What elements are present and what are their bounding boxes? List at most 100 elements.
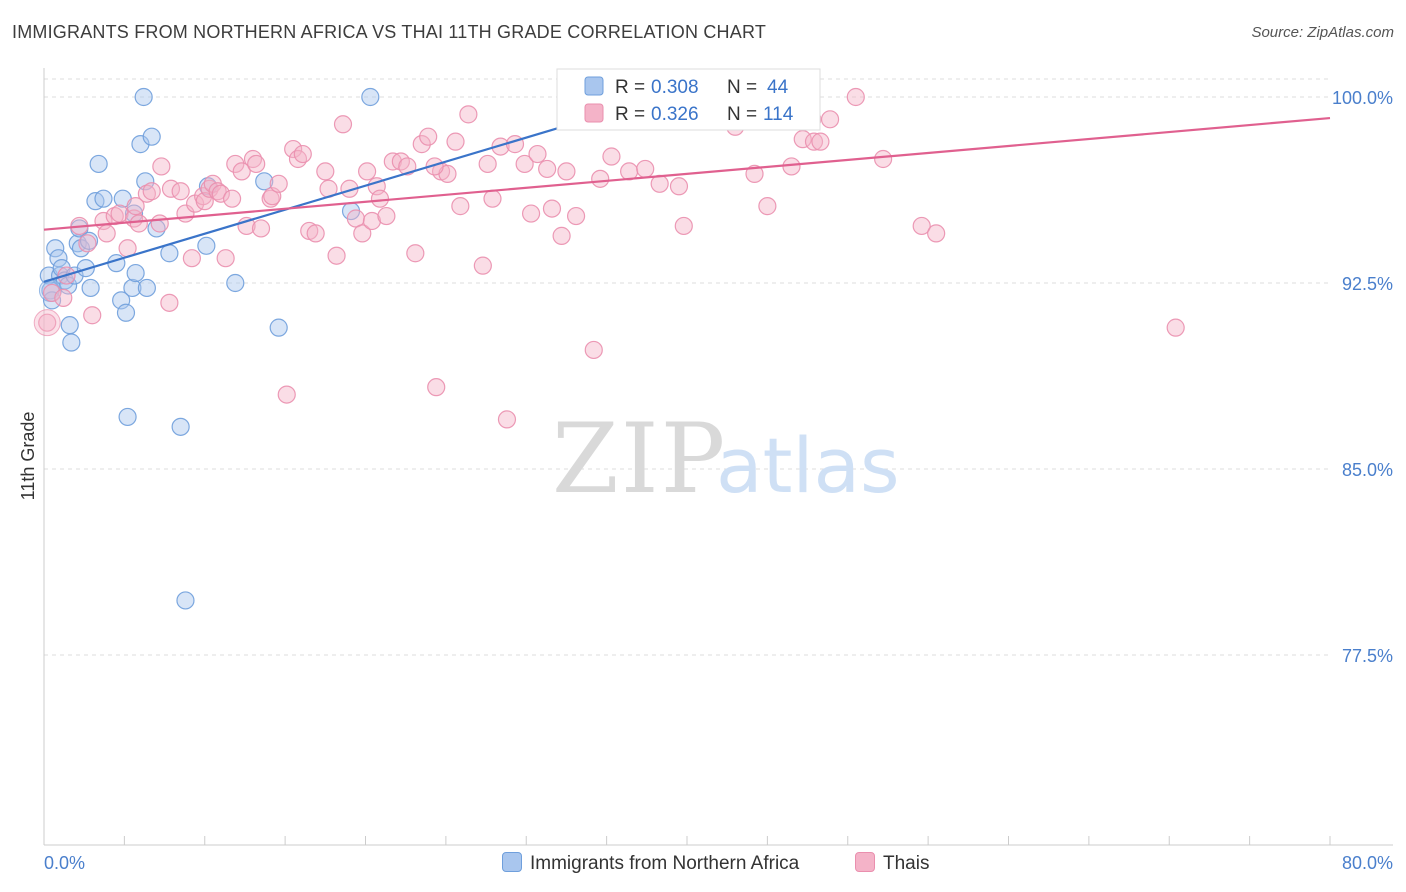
- thais-point: [316, 162, 335, 181]
- immigrants-point: [116, 303, 136, 322]
- thais-point: [451, 197, 470, 216]
- thais-point: [459, 105, 478, 124]
- immigrants-point: [118, 407, 137, 427]
- thais-point: [811, 132, 830, 151]
- thais-point: [497, 410, 517, 429]
- legend-label-immigrants: Immigrants from Northern Africa: [530, 853, 800, 874]
- immigrants-point: [60, 316, 79, 335]
- immigrants-point: [134, 87, 153, 107]
- thais-point: [1166, 318, 1185, 337]
- thais-point: [557, 162, 576, 181]
- legend-swatch-pink: [584, 103, 604, 123]
- immigrants-point: [171, 417, 190, 436]
- thais-point: [552, 226, 571, 245]
- thais-point: [222, 189, 242, 208]
- thais-point: [42, 283, 62, 303]
- legend-n-label-2: N =: [727, 104, 762, 125]
- source-label: Source: ZipAtlas.com: [1251, 24, 1394, 41]
- legend-r-label-1: R =: [615, 77, 650, 98]
- legend-r-value-2: 0.326: [651, 104, 699, 125]
- immigrants-point: [197, 236, 216, 255]
- immigrants-point: [94, 189, 113, 208]
- thais-point: [251, 219, 271, 238]
- thais-point: [602, 147, 621, 166]
- thais-point: [483, 189, 502, 208]
- thais-point: [674, 216, 693, 236]
- thais-point: [243, 149, 263, 169]
- thais-point: [377, 206, 396, 226]
- y-tick-label: 92.5%: [1342, 274, 1393, 294]
- legend-swatch-thais: [855, 852, 875, 872]
- thais-point: [398, 157, 417, 176]
- thais-point: [912, 216, 931, 236]
- series-legend: Immigrants from Northern Africa Thais: [0, 850, 1406, 880]
- thais-point: [247, 154, 266, 174]
- thais-point: [126, 197, 145, 216]
- thais-point: [362, 211, 382, 231]
- thais-point: [636, 159, 655, 179]
- immigrants-point: [89, 154, 108, 174]
- thais-point: [211, 184, 230, 203]
- thais-point: [538, 159, 557, 179]
- y-tick-label: 77.5%: [1342, 646, 1393, 666]
- legend-label-thais: Thais: [883, 853, 930, 874]
- thais-point: [129, 214, 148, 233]
- immigrants-point: [361, 87, 380, 107]
- legend-item-thais[interactable]: Thais: [855, 852, 929, 875]
- thais-point: [782, 157, 801, 176]
- immigrants-point: [62, 333, 81, 352]
- thais-point: [758, 197, 777, 216]
- thais-point: [927, 224, 946, 243]
- watermark-zip: ZIP: [552, 403, 727, 515]
- immigrants-point: [46, 239, 65, 258]
- legend-swatch-immigrants: [502, 852, 522, 872]
- thais-point: [288, 149, 308, 169]
- immigrants-point: [126, 263, 145, 283]
- thais-point: [142, 182, 161, 201]
- immigrants-point: [107, 254, 126, 273]
- thais-point: [182, 249, 201, 268]
- thais-point: [269, 174, 288, 193]
- x-tick-label-max: 80.0%: [1342, 853, 1393, 873]
- thais-point: [97, 224, 116, 243]
- immigrants-point: [269, 318, 288, 337]
- thais-point: [171, 182, 190, 201]
- axes: 77.5% 85.0% 92.5% 100.0% 0.0% 80.0%: [43, 68, 1393, 873]
- thais-point: [406, 244, 425, 263]
- thais-point: [306, 224, 325, 243]
- thais-point: [277, 385, 296, 404]
- immigrants-point: [142, 127, 161, 146]
- thais-point: [669, 177, 689, 196]
- chart-title: IMMIGRANTS FROM NORTHERN AFRICA VS THAI …: [12, 22, 767, 42]
- thais-point: [584, 340, 603, 360]
- immigrants-point: [81, 278, 100, 298]
- thais-point: [370, 189, 390, 208]
- thais-point: [150, 214, 169, 233]
- thais-point: [293, 144, 312, 164]
- legend-item-immigrants[interactable]: Immigrants from Northern Africa: [502, 852, 799, 875]
- thais-point: [208, 182, 227, 201]
- y-tick-label: 85.0%: [1342, 460, 1393, 480]
- thais-point: [846, 87, 865, 107]
- thais-point: [216, 249, 235, 268]
- thais-point: [521, 204, 541, 223]
- thais-point: [528, 144, 547, 164]
- immigrants-point: [255, 172, 274, 191]
- thais-point: [591, 169, 610, 188]
- thais-point: [358, 162, 377, 181]
- thais-point: [226, 154, 245, 174]
- thais-point: [446, 132, 465, 151]
- series-thais-points: [33, 87, 1185, 429]
- immigrants-point: [137, 278, 156, 298]
- thais-point: [793, 130, 812, 149]
- thais-point: [327, 246, 346, 265]
- thais-point: [542, 199, 562, 218]
- x-tick-label-min: 0.0%: [44, 853, 85, 873]
- zipatlas-watermark: ZIP atlas: [552, 403, 900, 515]
- thais-point: [353, 224, 372, 243]
- thais-point: [427, 378, 446, 397]
- legend-r-label-2: R =: [615, 104, 650, 125]
- thais-point: [804, 132, 824, 151]
- thais-point-large: [33, 309, 61, 337]
